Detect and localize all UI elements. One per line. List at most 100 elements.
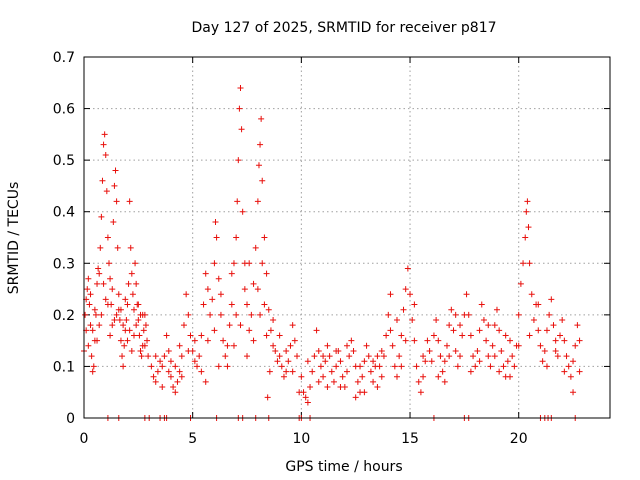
data-point <box>346 353 353 360</box>
data-point <box>202 378 209 385</box>
data-point <box>111 182 118 189</box>
data-point <box>485 322 492 329</box>
data-point <box>344 368 350 375</box>
data-point <box>115 306 122 313</box>
data-point <box>283 347 290 354</box>
data-point <box>167 358 174 365</box>
data-point <box>237 322 244 329</box>
data-point <box>378 373 385 380</box>
data-point <box>129 291 136 298</box>
data-point <box>98 213 105 220</box>
data-point <box>526 332 533 339</box>
data-point <box>220 337 227 344</box>
plot-frame <box>83 56 611 419</box>
data-point <box>502 332 509 339</box>
data-point <box>96 270 103 277</box>
data-point <box>378 347 385 354</box>
data-point <box>163 332 170 339</box>
data-point <box>109 286 116 293</box>
data-point <box>552 347 559 354</box>
data-point <box>391 363 398 370</box>
data-point <box>237 84 244 91</box>
data-point <box>100 141 107 148</box>
data-point <box>398 332 405 339</box>
data-point <box>120 322 127 329</box>
data-point <box>176 368 183 375</box>
data-point <box>97 244 104 251</box>
data-point <box>115 291 122 298</box>
data-point <box>287 342 294 349</box>
data-point <box>548 296 555 303</box>
data-point <box>102 296 109 303</box>
data-point <box>209 296 216 303</box>
data-point <box>178 353 185 360</box>
data-point <box>398 363 405 370</box>
data-point <box>272 347 279 354</box>
data-point <box>420 353 427 360</box>
data-point <box>543 363 550 370</box>
data-point <box>224 342 231 349</box>
data-point <box>546 311 553 318</box>
data-point <box>565 363 572 370</box>
data-point <box>337 384 344 391</box>
data-point <box>230 342 237 349</box>
data-point <box>311 353 318 360</box>
data-point <box>280 373 287 380</box>
data-point <box>417 389 424 396</box>
data-point <box>191 337 198 344</box>
data-point <box>124 337 131 344</box>
data-point <box>217 311 224 318</box>
data-point <box>172 389 179 396</box>
x-tick-label: 20 <box>510 431 528 447</box>
data-point <box>101 131 108 138</box>
data-point <box>324 342 331 349</box>
data-point <box>491 322 498 329</box>
data-point <box>246 260 253 267</box>
data-point <box>322 358 329 365</box>
data-point <box>415 378 422 385</box>
data-point <box>257 141 264 148</box>
data-point <box>441 378 448 385</box>
data-point <box>102 151 109 158</box>
data-point <box>226 322 233 329</box>
data-point <box>224 363 231 370</box>
data-point <box>576 368 583 375</box>
data-point <box>307 384 314 391</box>
data-point <box>200 301 207 308</box>
data-point <box>359 373 366 380</box>
data-point <box>472 363 479 370</box>
data-point <box>244 301 251 308</box>
data-point <box>270 342 277 349</box>
data-point <box>409 317 416 324</box>
data-point <box>213 234 220 241</box>
data-point <box>439 368 446 375</box>
data-point <box>467 368 474 375</box>
data-point <box>125 280 132 287</box>
data-point <box>337 358 344 365</box>
data-point <box>561 368 568 375</box>
data-point <box>524 198 531 205</box>
data-point <box>261 234 268 241</box>
data-point <box>172 363 179 370</box>
data-point <box>522 234 529 241</box>
data-point <box>320 353 327 360</box>
data-point <box>496 368 503 375</box>
data-point <box>89 368 96 375</box>
data-point <box>145 353 152 360</box>
data-point <box>159 363 166 370</box>
data-point <box>435 373 442 380</box>
data-point <box>185 311 192 318</box>
data-point <box>92 311 99 318</box>
data-point <box>493 306 500 313</box>
data-point <box>187 332 194 339</box>
data-point <box>98 311 105 318</box>
data-point <box>130 306 137 313</box>
data-point <box>107 332 114 339</box>
data-point <box>441 358 448 365</box>
data-point <box>244 353 251 360</box>
data-point <box>236 105 243 112</box>
data-point <box>350 347 357 354</box>
data-point <box>85 275 92 282</box>
data-point <box>246 327 253 334</box>
data-point <box>96 322 103 329</box>
